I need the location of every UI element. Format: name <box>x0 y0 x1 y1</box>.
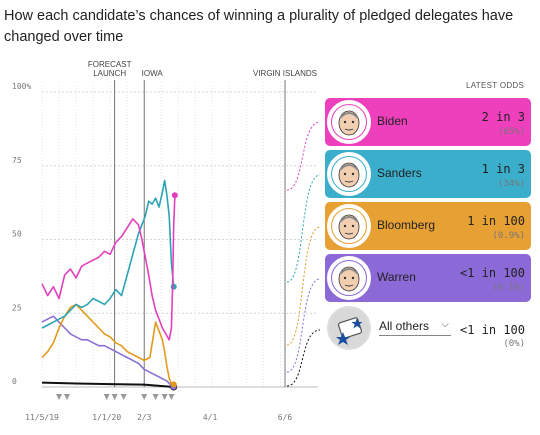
y-tick-label: 100% <box>12 82 31 91</box>
chart-grid <box>41 82 318 388</box>
x-tick-label: 6/6 <box>278 413 293 422</box>
connector-bloomberg <box>286 226 321 346</box>
primary-marker <box>56 394 63 400</box>
candidate-row-bloomberg[interactable]: Bloomberg 1 in 100 (0.9%) <box>325 202 531 250</box>
candidate-odds: 1 in 3 <box>481 162 525 176</box>
candidate-pct: (0.1%) <box>492 283 525 293</box>
y-tick-label: 0 <box>12 377 17 386</box>
series-endpoint-bloomberg <box>170 381 177 388</box>
y-tick-label: 75 <box>12 156 22 165</box>
primary-marker <box>120 394 127 400</box>
all-others-label: All others <box>379 319 430 333</box>
candidate-portrait <box>327 100 371 144</box>
series-endpoint-sanders <box>170 283 177 290</box>
x-tick-label: 4/1 <box>203 413 218 422</box>
connector-sanders <box>286 174 321 283</box>
event-label: IOWA <box>142 69 164 78</box>
candidate-row-sanders[interactable]: Sanders 1 in 3 (34%) <box>325 150 531 198</box>
candidate-name: Sanders <box>377 166 422 180</box>
all-others-icon <box>327 306 371 350</box>
series-line-all-others <box>41 381 174 388</box>
candidate-row-warren[interactable]: Warren <1 in 100 (0.1%) <box>325 254 531 302</box>
candidate-odds: 1 in 100 <box>467 214 525 228</box>
candidate-portrait <box>327 204 371 248</box>
candidate-name: Bloomberg <box>377 218 436 232</box>
candidate-name: Warren <box>377 270 416 284</box>
event-markers: FORECAST LAUNCH IOWA VIRGIN ISLANDS <box>88 60 317 387</box>
primary-marker <box>63 394 70 400</box>
candidate-odds: 2 in 3 <box>481 110 525 124</box>
series-line-warren <box>41 315 175 388</box>
series-line-sanders <box>41 179 175 329</box>
axis-ticks: 100% 75 50 25 0 11/5/19 1/1/20 2/3 4/1 6/6 <box>12 82 292 422</box>
series-line-biden <box>41 195 176 341</box>
primary-marker <box>152 394 159 400</box>
candidate-pct: (65%) <box>497 127 525 137</box>
candidate-name: Biden <box>377 114 408 128</box>
candidate-pct: (0.9%) <box>492 231 525 241</box>
chevron-down-icon: ⌵ <box>441 319 449 330</box>
candidate-portrait <box>327 152 371 196</box>
primary-marker <box>103 394 110 400</box>
chart-title: How each candidate’s chances of winning … <box>4 8 514 45</box>
odds-connectors <box>286 121 321 387</box>
x-tick-label: 2/3 <box>137 413 152 422</box>
all-others-dropdown[interactable]: All others ⌵ <box>379 319 451 336</box>
y-tick-label: 50 <box>12 230 22 239</box>
candidate-pct: (34%) <box>497 179 525 189</box>
primary-marker <box>141 394 148 400</box>
primary-marker <box>168 394 175 400</box>
latest-odds-header: LATEST ODDS <box>466 81 525 90</box>
series-endpoint-biden <box>171 192 178 199</box>
primary-marker <box>111 394 118 400</box>
connector-warren <box>286 278 321 373</box>
connector-all-others <box>286 329 321 387</box>
event-label: FORECAST LAUNCH <box>88 60 132 78</box>
all-others-pct: (0%) <box>503 339 525 349</box>
series-line-bloomberg <box>41 303 174 386</box>
y-tick-label: 25 <box>12 303 22 312</box>
connector-biden <box>286 121 321 191</box>
candidate-portrait <box>327 256 371 300</box>
primary-marker <box>161 394 168 400</box>
candidate-row-biden[interactable]: Biden 2 in 3 (65%) <box>325 98 531 146</box>
x-tick-label: 1/1/20 <box>92 413 121 422</box>
all-others-row[interactable]: All others ⌵ <1 in 100 (0%) <box>325 304 531 352</box>
candidate-odds: <1 in 100 <box>459 266 525 280</box>
x-tick-label: 11/5/19 <box>25 413 59 422</box>
series-lines <box>41 179 178 391</box>
all-others-odds: <1 in 100 <box>459 323 525 337</box>
event-label: VIRGIN ISLANDS <box>253 69 317 78</box>
